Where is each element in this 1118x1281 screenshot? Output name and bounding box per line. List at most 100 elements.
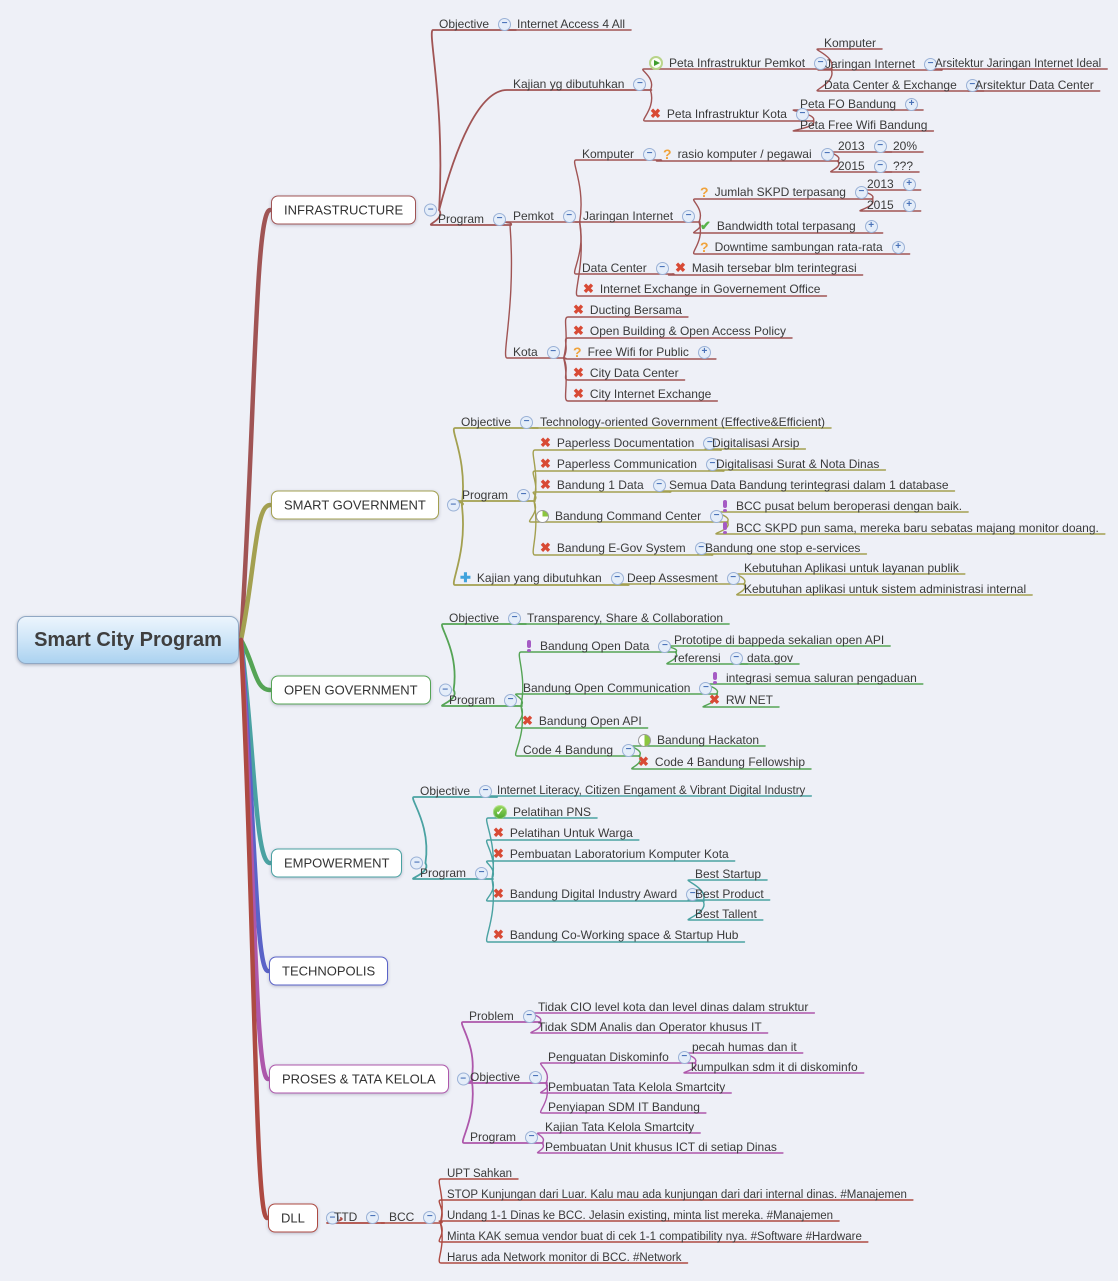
node-bandung-command-center[interactable]: Bandung Command Center −: [536, 509, 724, 523]
node-harus-ada-network-monitor-di-bcc-network[interactable]: Harus ada Network monitor di BCC. #Netwo…: [446, 1252, 683, 1264]
collapse-badge[interactable]: −: [522, 1009, 536, 1023]
node-penyiapan-sdm-it-bandung[interactable]: Penyiapan SDM IT Bandung: [547, 1100, 701, 1114]
branch-open-government[interactable]: OPEN GOVERNMENT −: [271, 675, 452, 705]
node-2013[interactable]: 2013 +: [866, 177, 916, 191]
node-masih-tersebar-blm-terintegrasi[interactable]: ✖ Masih tersebar blm terintegrasi: [675, 260, 858, 276]
collapse-badge[interactable]: −: [710, 509, 724, 523]
node-city-internet-exchange[interactable]: ✖ City Internet Exchange: [573, 386, 712, 402]
collapse-badge[interactable]: −: [479, 784, 493, 798]
node-open-building-open-access-policy[interactable]: ✖ Open Building & Open Access Policy: [573, 323, 787, 339]
collapse-badge[interactable]: −: [924, 57, 938, 71]
node-program[interactable]: Program −: [461, 488, 531, 502]
node-undang-1-1-dinas-ke-bcc-jelasin-existing-m[interactable]: Undang 1-1 Dinas ke BCC. Jelasin existin…: [446, 1210, 834, 1222]
collapse-badge[interactable]: −: [610, 571, 624, 585]
branch-dll[interactable]: DLL −: [268, 1203, 339, 1233]
node-bandung-open-api[interactable]: ✖ Bandung Open API: [522, 713, 643, 729]
collapse-badge[interactable]: −: [682, 209, 696, 223]
collapse-badge[interactable]: −: [493, 212, 507, 226]
node-upt-sahkan[interactable]: UPT Sahkan: [446, 1168, 513, 1180]
collapse-badge[interactable]: −: [655, 261, 669, 275]
node-20[interactable]: 20%: [892, 139, 918, 153]
collapse-badge[interactable]: −: [529, 1070, 543, 1084]
collapse-badge[interactable]: −: [814, 56, 828, 70]
node-pembuatan-laboratorium-komputer-kota[interactable]: ✖ Pembuatan Laboratorium Komputer Kota: [493, 846, 730, 862]
node-pelatihan-pns[interactable]: ✓ Pelatihan PNS: [493, 805, 592, 819]
node-bandung-co-working-space-startup-hub[interactable]: ✖ Bandung Co-Working space & Startup Hub: [493, 927, 739, 943]
node-arsitektur-jaringan-internet-ideal[interactable]: Arsitektur Jaringan Internet Ideal: [934, 58, 1102, 70]
node-pelatihan-untuk-warga[interactable]: ✖ Pelatihan Untuk Warga: [493, 825, 634, 841]
collapse-badge[interactable]: −: [694, 541, 708, 555]
node-ducting-bersama[interactable]: ✖ Ducting Bersama: [573, 302, 683, 318]
node-2015[interactable]: 2015 +: [866, 198, 916, 212]
node-peta-infrastruktur-kota[interactable]: ✖ Peta Infrastruktur Kota −: [650, 106, 809, 122]
collapse-badge[interactable]: −: [699, 681, 713, 695]
branch-proses-tata-kelola[interactable]: PROSES & TATA KELOLA −: [269, 1064, 470, 1094]
expand-badge[interactable]: +: [902, 198, 916, 212]
collapse-badge[interactable]: −: [622, 743, 636, 757]
expand-badge[interactable]: +: [864, 219, 878, 233]
node-data-gov[interactable]: data.gov: [746, 651, 794, 665]
node-bandung-digital-industry-award[interactable]: ✖ Bandung Digital Industry Award −: [493, 886, 700, 902]
node-minta-kak-semua-vendor-buat-di-cek-1-1-com[interactable]: Minta KAK semua vendor buat di cek 1-1 c…: [446, 1231, 863, 1243]
collapse-badge[interactable]: −: [508, 611, 522, 625]
collapse-badge[interactable]: −: [546, 345, 560, 359]
node-digitalisasi-arsip[interactable]: Digitalisasi Arsip: [711, 436, 800, 450]
collapse-badge[interactable]: −: [873, 159, 887, 173]
node-code-4-bandung-fellowship[interactable]: ✖ Code 4 Bandung Fellowship: [638, 754, 806, 770]
node-objective[interactable]: Objective −: [448, 611, 522, 625]
node-arsitektur-data-center[interactable]: Arsitektur Data Center: [974, 78, 1095, 92]
collapse-badge[interactable]: −: [726, 571, 740, 585]
node-semua-data-bandung-terintegrasi-dalam-1-da[interactable]: Semua Data Bandung terintegrasi dalam 1 …: [668, 478, 950, 492]
branch-smart-government[interactable]: SMART GOVERNMENT −: [271, 490, 460, 520]
node-data-center[interactable]: Data Center −: [581, 261, 669, 275]
node-free-wifi-for-public[interactable]: ? Free Wifi for Public +: [573, 344, 711, 360]
node-program[interactable]: Program −: [437, 212, 507, 226]
node-internet-access-4-all[interactable]: Internet Access 4 All: [516, 17, 626, 31]
node-2013[interactable]: 2013−: [837, 139, 887, 153]
node-kumpulkan-sdm-it-di-diskominfo[interactable]: kumpulkan sdm it di diskominfo: [690, 1060, 859, 1074]
collapse-badge[interactable]: −: [446, 498, 460, 512]
node-transparency-share-collaboration[interactable]: Transparency, Share & Collaboration: [526, 611, 724, 625]
node-deep-assesment[interactable]: Deep Assesment −: [626, 571, 740, 585]
node-peta-free-wifi-bandung[interactable]: Peta Free Wifi Bandung: [799, 118, 928, 132]
collapse-badge[interactable]: −: [795, 107, 809, 121]
node-rw-net[interactable]: ✖ RW NET: [709, 692, 774, 708]
node-referensi[interactable]: referensi −: [673, 651, 743, 665]
node-bandung-one-stop-e-services[interactable]: Bandung one stop e-services: [704, 541, 861, 555]
node-pemkot[interactable]: Pemkot −: [512, 209, 576, 223]
node-bcc-pusat-belum-beroperasi-dengan-baik[interactable]: BCC pusat belum beroperasi dengan baik.: [722, 499, 963, 513]
branch-technopolis[interactable]: TECHNOPOLIS: [269, 956, 389, 986]
node-bandung-hackaton[interactable]: Bandung Hackaton: [638, 733, 760, 747]
node-stop-kunjungan-dari-luar-kalu-mau-ada-kunj[interactable]: STOP Kunjungan dari Luar. Kalu mau ada k…: [446, 1189, 908, 1201]
node-program[interactable]: Program −: [419, 866, 489, 880]
node-objective[interactable]: Objective −: [460, 415, 534, 429]
collapse-badge[interactable]: −: [643, 147, 657, 161]
node-pembuatan-tata-kelola-smartcity[interactable]: Pembuatan Tata Kelola Smartcity: [547, 1080, 726, 1094]
expand-badge[interactable]: +: [902, 177, 916, 191]
node-bandung-e-gov-system[interactable]: ✖ Bandung E-Gov System −: [540, 540, 708, 556]
node-paperless-documentation[interactable]: ✖ Paperless Documentation −: [540, 435, 717, 451]
node-integrasi-semua-saluran-pengaduan[interactable]: integrasi semua saluran pengaduan: [712, 671, 918, 685]
node-bandwidth-total-terpasang[interactable]: ✔ Bandwidth total terpasang +: [700, 218, 878, 234]
collapse-badge[interactable]: −: [873, 139, 887, 153]
collapse-badge[interactable]: −: [677, 1050, 691, 1064]
expand-badge[interactable]: +: [891, 240, 905, 254]
collapse-badge[interactable]: −: [410, 856, 424, 870]
expand-badge[interactable]: +: [697, 345, 711, 359]
collapse-badge[interactable]: −: [820, 147, 834, 161]
node-kajian-yang-dibutuhkan[interactable]: ✚ Kajian yang dibutuhkan −: [460, 570, 624, 586]
collapse-badge[interactable]: −: [686, 887, 700, 901]
collapse-badge[interactable]: −: [562, 209, 576, 223]
collapse-badge[interactable]: −: [729, 651, 743, 665]
node-technology-oriented-government-effective-e[interactable]: Technology-oriented Government (Effectiv…: [539, 415, 826, 429]
node-downtime-sambungan-rata-rata[interactable]: ? Downtime sambungan rata-rata +: [700, 239, 905, 255]
node-best-tallent[interactable]: Best Tallent: [694, 907, 758, 921]
node-node[interactable]: ???: [892, 159, 914, 173]
node-internet-exchange-in-governement-office[interactable]: ✖ Internet Exchange in Governement Office: [583, 281, 821, 297]
node-rasio-komputer-pegawai[interactable]: ? rasio komputer / pegawai −: [663, 146, 834, 162]
collapse-badge[interactable]: −: [498, 17, 512, 31]
expand-badge[interactable]: +: [905, 97, 919, 111]
collapse-badge[interactable]: −: [504, 693, 518, 707]
node-tidak-sdm-analis-dan-operator-khusus-it[interactable]: Tidak SDM Analis dan Operator khusus IT: [537, 1020, 763, 1034]
node-best-product[interactable]: Best Product: [694, 887, 765, 901]
